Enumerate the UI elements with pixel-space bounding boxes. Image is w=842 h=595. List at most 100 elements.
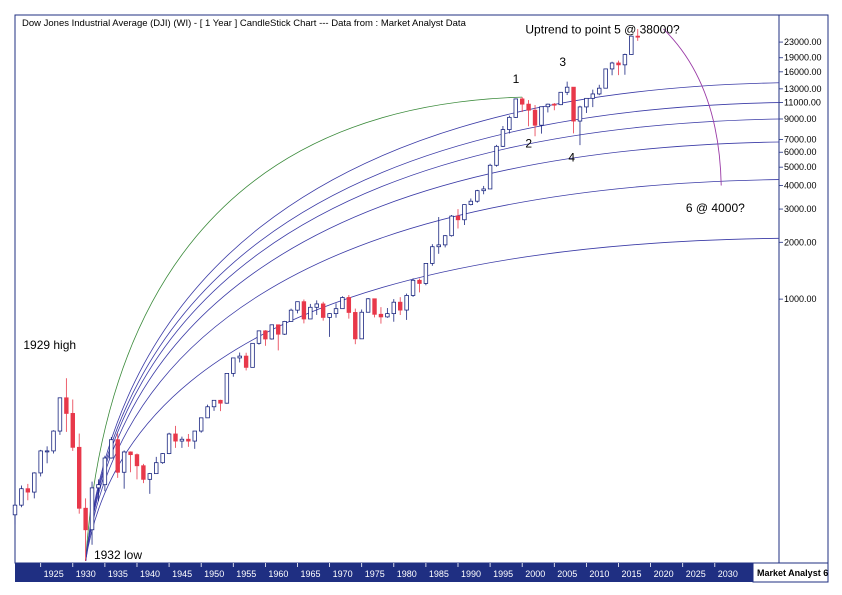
candle-body-1978 <box>378 313 384 318</box>
annotation-5: 4 <box>568 151 575 165</box>
candle-body-2013 <box>603 68 608 89</box>
candle-body-1940 <box>134 454 140 467</box>
brand-box <box>752 562 829 583</box>
candle-body-1989 <box>449 215 454 237</box>
candle-2005 <box>552 102 557 111</box>
annotation-8: 1932 low <box>94 548 142 562</box>
candle-body-1996 <box>494 145 499 166</box>
annotation-2: 1 <box>513 72 520 86</box>
candle-body-2000 <box>519 98 525 105</box>
candle-1964 <box>288 308 294 322</box>
y-tick-label-7000: 7000.00 <box>784 135 817 145</box>
candle-1979 <box>385 308 390 318</box>
x-tick-label-1965: 1965 <box>300 569 320 579</box>
candle-1977 <box>372 298 377 318</box>
candle-1960 <box>263 330 268 346</box>
candle-body-1966 <box>301 301 307 320</box>
candle-body-1939 <box>128 451 133 456</box>
candle-body-1999 <box>513 98 518 118</box>
candle-body-1968 <box>314 303 319 308</box>
candle-body-1971 <box>333 308 339 315</box>
candle-1985 <box>423 263 429 286</box>
candle-body-2014 <box>609 62 615 70</box>
candle-1991 <box>462 204 467 225</box>
candle-body-1977 <box>372 298 377 315</box>
projection-arc <box>663 28 722 186</box>
candle-1948 <box>186 433 191 447</box>
candle-body-1937 <box>115 439 120 473</box>
candle-1978 <box>378 307 384 324</box>
candle-1993 <box>475 189 480 203</box>
candle-1996 <box>494 144 499 167</box>
candle-2016 <box>622 53 628 75</box>
candle-body-1975 <box>359 311 364 340</box>
candle-1937 <box>115 433 120 478</box>
candle-body-1927 <box>51 430 56 452</box>
candle-1951 <box>205 404 210 419</box>
candle-1992 <box>468 198 474 206</box>
candle-body-1976 <box>365 298 371 313</box>
y-tick-label-3000: 3000.00 <box>784 204 817 214</box>
y-tick-label-9000: 9000.00 <box>784 114 817 124</box>
candle-1949 <box>192 430 197 449</box>
candle-2006 <box>558 91 563 106</box>
candle-1987 <box>436 217 441 254</box>
candle-body-1942 <box>147 473 153 480</box>
y-tick-label-13000: 13000.00 <box>784 84 822 94</box>
candle-body-1998 <box>507 116 512 130</box>
candle-1961 <box>269 324 275 340</box>
candle-1933 <box>89 481 95 545</box>
candle-body-2018 <box>635 35 640 38</box>
annotation-1: Uptrend to point 5 @ 38000? <box>525 23 680 37</box>
candle-1952 <box>211 399 217 411</box>
candle-2008 <box>571 86 576 134</box>
candle-body-1965 <box>295 301 300 311</box>
candle-body-2011 <box>590 93 596 99</box>
y-tick-label-2000: 2000.00 <box>784 237 817 247</box>
candle-body-1936 <box>109 439 114 459</box>
candle-body-1995 <box>487 164 493 190</box>
y-tick-label-5000: 5000.00 <box>784 162 817 172</box>
candle-1995 <box>487 163 493 190</box>
candle-body-2002 <box>532 109 538 126</box>
candle-1929 <box>64 378 69 432</box>
y-axis-panel <box>778 14 829 564</box>
x-tick-label-1925: 1925 <box>44 569 64 579</box>
candle-1953 <box>218 399 223 412</box>
footer-brand: Market Analyst 6 <box>757 568 828 578</box>
x-tick-label-2015: 2015 <box>621 569 641 579</box>
candle-body-1963 <box>282 321 287 335</box>
candle-1975 <box>359 309 364 340</box>
y-tick-label-19000: 19000.00 <box>784 53 822 63</box>
x-tick-label-2030: 2030 <box>718 569 738 579</box>
candle-1965 <box>295 301 300 314</box>
candle-1994 <box>481 185 486 195</box>
candle-body-1948 <box>186 438 191 442</box>
candle-2013 <box>603 68 608 89</box>
candle-body-1943 <box>154 462 159 475</box>
candle-body-1956 <box>237 355 242 359</box>
candle-body-1962 <box>276 324 281 335</box>
annotation-4: 3 <box>559 55 566 69</box>
candle-1962 <box>276 324 281 351</box>
candle-body-1931 <box>77 446 82 509</box>
candle-body-1928 <box>57 397 63 432</box>
candle-body-1958 <box>250 342 255 368</box>
candle-2000 <box>519 97 525 113</box>
fan-arc-1 <box>85 96 523 562</box>
candle-1944 <box>160 453 165 464</box>
y-tick-label-11000: 11000.00 <box>784 98 821 108</box>
candle-2017 <box>629 35 634 55</box>
candle-1980 <box>391 299 396 322</box>
candle-body-1959 <box>256 330 262 344</box>
candle-1924 <box>32 472 37 499</box>
candle-body-1954 <box>224 373 230 404</box>
x-tick-label-1960: 1960 <box>268 569 288 579</box>
candle-1966 <box>301 299 307 324</box>
candle-body-1949 <box>192 430 197 442</box>
candle-1921 <box>12 504 18 525</box>
candle-body-1922 <box>19 488 24 506</box>
candle-body-1929 <box>64 397 69 414</box>
candle-1940 <box>134 453 140 480</box>
fan-arc-4 <box>85 118 780 562</box>
